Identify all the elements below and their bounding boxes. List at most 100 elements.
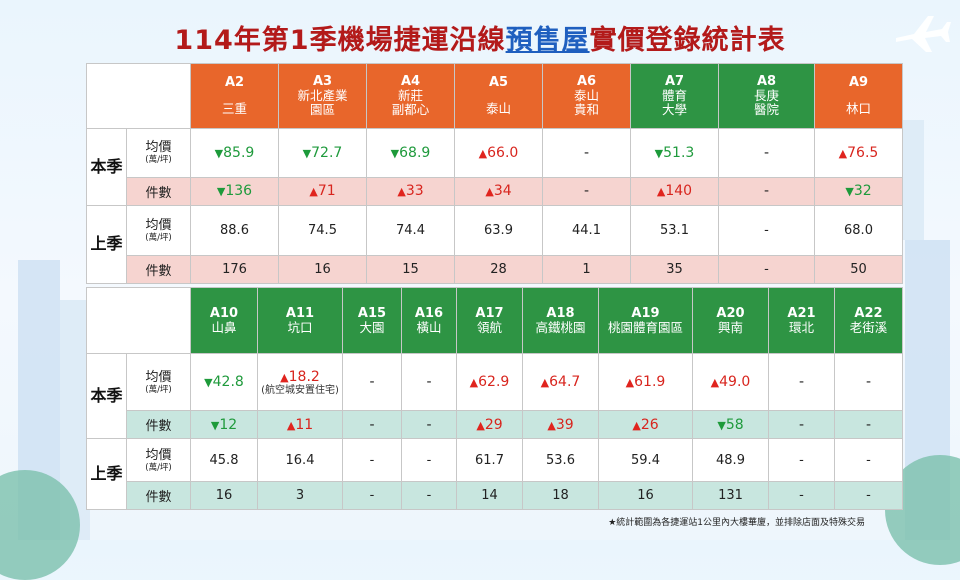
table-cell: ▲33 (366, 176, 455, 206)
table-cell: 88.6 (190, 204, 279, 256)
table-cell: ▼42.8 (190, 353, 258, 411)
cell-value: 85.9 (223, 144, 255, 161)
cell-value: 72.7 (311, 144, 343, 161)
table-cell: - (401, 481, 457, 510)
station-code: A4 (400, 74, 421, 90)
station-code: A16 (414, 306, 444, 321)
cell-value: 39 (555, 416, 574, 433)
station-code: A8 (756, 74, 777, 90)
down-arrow-icon: ▼ (717, 418, 726, 432)
cell-value: 71 (317, 183, 336, 200)
cell-value: 140 (665, 183, 693, 200)
down-arrow-icon: ▼ (654, 146, 664, 160)
page-title: 114年第1季機場捷運沿線預售屋實價登錄統計表 (0, 18, 960, 57)
table-cell: ▲64.7 (522, 353, 599, 411)
last-season-label: 上季 (86, 438, 127, 510)
cell-value: - (763, 183, 770, 200)
table-cell: ▲11 (257, 410, 343, 439)
station-code: A11 (285, 306, 315, 321)
table-cell: ▲76.5 (814, 127, 903, 178)
station-name: 大園 (359, 320, 385, 335)
table-cell: 16 (278, 254, 367, 285)
station-code: A2 (224, 75, 245, 91)
station-header: A15 大園 (342, 287, 402, 354)
table-cell: - (342, 410, 402, 439)
avg-price-text: 均價 (145, 217, 172, 233)
table-cell: 45.8 (190, 438, 258, 482)
cell-value: - (798, 416, 805, 433)
season-text: 上季 (90, 234, 123, 254)
down-arrow-icon: ▼ (845, 185, 854, 199)
table-cell: ▼136 (190, 176, 279, 206)
avg-price-text: 均價 (145, 369, 172, 385)
table-cell: - (768, 438, 835, 482)
station-name: 醫院 (753, 102, 779, 118)
up-arrow-icon: ▲ (656, 185, 666, 199)
table2-last-count-row: 件數 16 3 - - 14 18 16 131 - - (87, 481, 903, 510)
station-name: 高鐵桃園 (535, 320, 586, 335)
cell-value: 61.9 (634, 374, 666, 390)
last-season-label: 上季 (86, 204, 127, 285)
table2-header-row: A10 山鼻 A11 坑口 A15 大園 A16 橫山 A17 領航 A18 高鐵桃園 A1… (86, 287, 903, 354)
season-text: 本季 (90, 156, 123, 176)
station-name: 林口 (845, 101, 871, 117)
count-label: 件數 (126, 410, 191, 439)
up-arrow-icon: ▲ (476, 418, 485, 432)
cell-value: 68.9 (399, 144, 431, 161)
table-cell: ▲140 (630, 176, 719, 206)
season-text: 本季 (90, 386, 123, 405)
table-cell: - (401, 438, 457, 482)
table-cell: ▲39 (522, 410, 599, 439)
down-arrow-icon: ▼ (214, 146, 224, 160)
table1-this-count-row: 件數 ▼136 ▲71 ▲33 ▲34 - ▲140 - ▼32 (87, 176, 903, 206)
table-cell: - (834, 353, 903, 411)
table2-corner (86, 287, 191, 354)
station-code: A19 (631, 306, 660, 321)
station-header: A19 桃園體育園區 (598, 287, 693, 354)
cell-value: 11 (295, 416, 314, 433)
cell-value: - (583, 144, 590, 161)
up-arrow-icon: ▲ (397, 185, 406, 199)
table-cell: 61.7 (456, 438, 523, 482)
station-code: A7 (664, 74, 685, 90)
count-label: 件數 (126, 254, 191, 285)
cell-value: 33 (405, 183, 424, 200)
building-decor-right-2 (900, 120, 924, 240)
station-name: 副都心 (391, 102, 430, 118)
table-cell: 44.1 (542, 204, 631, 256)
avg-unit-text: (萬/坪) (145, 384, 172, 395)
table-cell: ▲71 (278, 176, 367, 206)
station-name: 橫山 (416, 320, 442, 335)
up-arrow-icon: ▲ (485, 185, 494, 199)
table-cell: - (718, 254, 815, 285)
station-header: A21 環北 (768, 287, 835, 354)
station-name: 貴和 (573, 102, 599, 118)
station-header: A22 老街溪 (834, 287, 903, 354)
table-cell: 15 (366, 254, 455, 285)
table-cell: - (401, 353, 457, 411)
cell-note: (航空城安置住宅) (261, 384, 339, 396)
cell-value: 76.5 (847, 144, 879, 161)
cell-value: 136 (225, 183, 253, 200)
table-cell: 53.6 (522, 438, 599, 482)
cell-value: 18.2 (288, 368, 320, 385)
table-cell: ▲26 (598, 410, 693, 439)
cell-value: 51.3 (663, 144, 695, 161)
station-name: 興南 (717, 320, 743, 335)
up-arrow-icon: ▲ (547, 418, 556, 432)
table-cell: 3 (257, 481, 343, 510)
table-cell: 63.9 (454, 204, 543, 256)
cell-value: 58 (725, 416, 744, 433)
station-code: A6 (576, 74, 597, 90)
season-text: 上季 (90, 464, 123, 483)
table-cell: 176 (190, 254, 279, 285)
table-cell: 1 (542, 254, 631, 285)
cell-value: - (865, 374, 872, 390)
station-code: A10 (209, 306, 239, 321)
avg-price-label: 均價 (萬/坪) (126, 353, 191, 411)
cell-value: 42.8 (212, 374, 244, 390)
station-header: A4 新莊 副都心 (366, 63, 455, 129)
table-cell: - (718, 204, 815, 256)
table-cell: - (718, 176, 815, 206)
table-cell: ▲29 (456, 410, 523, 439)
